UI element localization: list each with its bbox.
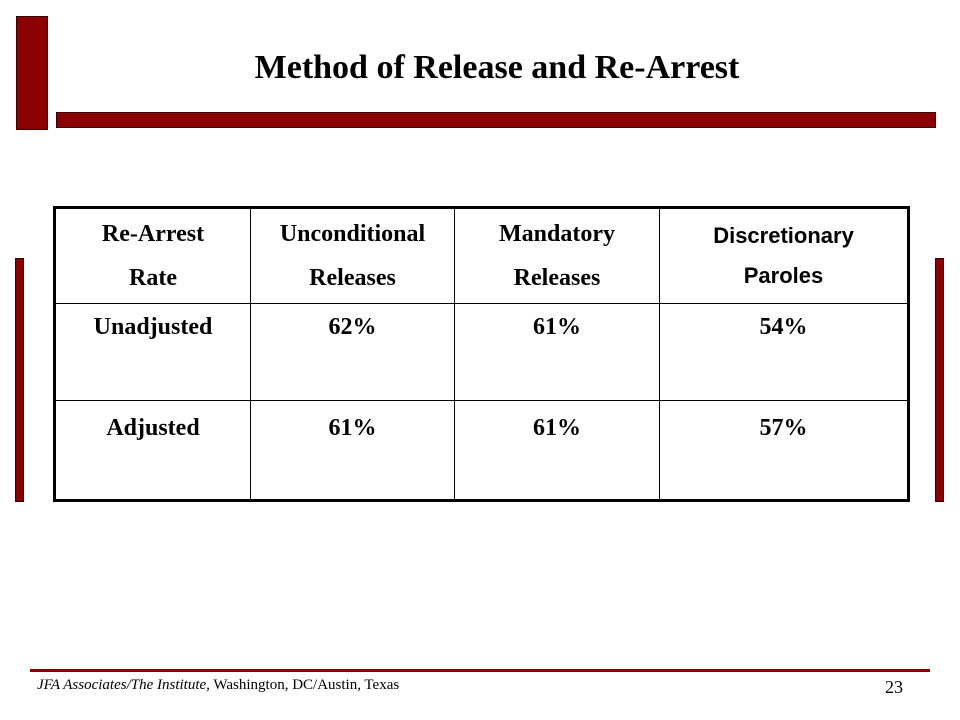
- row-label: Adjusted: [54, 400, 251, 501]
- right-side-bar: [935, 258, 944, 502]
- table-row: Unadjusted 62% 61% 54%: [54, 303, 909, 401]
- header-mandatory-releases: Mandatory Releases: [454, 207, 660, 304]
- header-line: Releases: [309, 265, 396, 291]
- footer-divider: [30, 669, 930, 672]
- header-line: Releases: [513, 265, 601, 291]
- footer-source: JFA Associates/The Institute, Washington…: [37, 677, 399, 694]
- table-cell: 62%: [250, 303, 455, 401]
- header-line: Mandatory: [499, 221, 615, 247]
- header-rearrest-rate: Re-Arrest Rate: [54, 207, 251, 304]
- header-discretionary-paroles: Discretionary Paroles: [659, 207, 909, 304]
- table-cell: 57%: [659, 400, 909, 501]
- header-unconditional-releases: Unconditional Releases: [250, 207, 455, 304]
- page-number: 23: [885, 677, 903, 697]
- header-line: Paroles: [743, 263, 824, 288]
- footer-source-italic: JFA Associates/The Institute,: [37, 677, 210, 693]
- table-cell: 61%: [454, 303, 660, 401]
- header-line: Re-Arrest: [101, 221, 205, 247]
- header-line: Unconditional: [279, 221, 426, 247]
- header-line: Discretionary: [713, 223, 854, 248]
- rearrest-table: Re-Arrest Rate Unconditional Releases Ma…: [53, 206, 910, 502]
- left-side-bar: [15, 258, 24, 502]
- table-cell: 54%: [659, 303, 909, 401]
- table-cell: 61%: [250, 400, 455, 501]
- title-underline-bar: [56, 112, 936, 128]
- decorative-vertical-bar: [16, 16, 48, 130]
- slide-title: Method of Release and Re-Arrest: [254, 49, 740, 86]
- table-row: Adjusted 61% 61% 57%: [54, 400, 909, 501]
- table-header-row: Re-Arrest Rate Unconditional Releases Ma…: [54, 207, 909, 304]
- footer-source-plain: Washington, DC/Austin, Texas: [209, 677, 400, 693]
- row-label: Unadjusted: [54, 303, 251, 401]
- table-cell: 61%: [454, 400, 660, 501]
- header-line: Rate: [129, 265, 177, 291]
